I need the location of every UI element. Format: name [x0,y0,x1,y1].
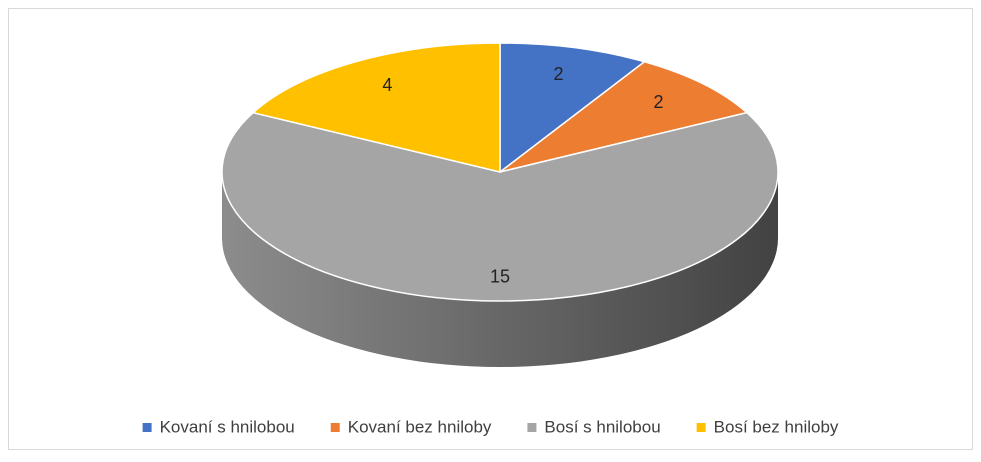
legend-swatch [142,423,152,432]
slice [499,42,647,174]
data-label: 2 [653,92,663,112]
slice-side-shade [222,172,778,367]
slice [499,60,749,173]
data-label: 2 [553,64,563,84]
legend-label: Bosí bez hniloby [714,417,839,436]
slice [251,42,501,173]
legend-label: Kovaní s hnilobou [160,417,295,436]
slice [221,111,779,302]
legend-swatch [330,423,340,432]
data-label: 4 [382,75,392,95]
legend-label: Kovaní bez hniloby [348,417,492,436]
data-label: 15 [490,267,510,287]
legend-swatch [696,423,706,432]
legend-label: Bosí s hnilobou [544,417,660,436]
legend-swatch [527,423,537,432]
